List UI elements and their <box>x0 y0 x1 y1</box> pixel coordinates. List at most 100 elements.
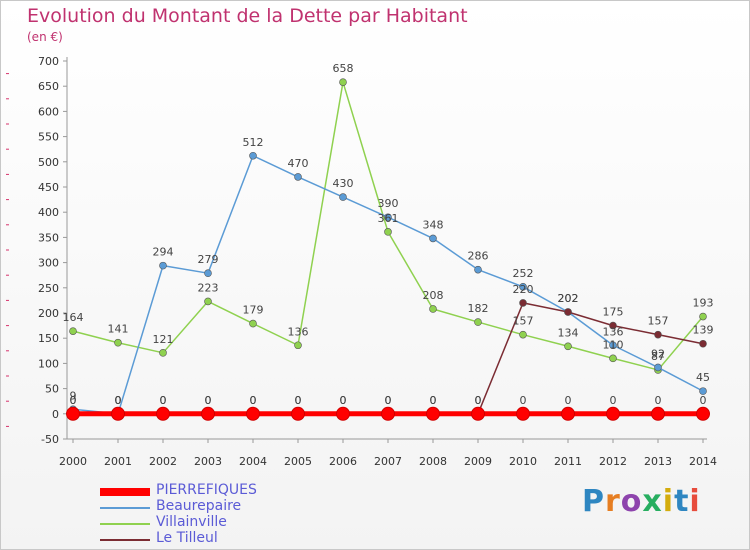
data-point <box>204 269 212 277</box>
data-label: 0 <box>160 394 167 407</box>
data-label: 0 <box>115 394 122 407</box>
data-label: 0 <box>205 394 212 407</box>
data-label: 0 <box>340 394 347 407</box>
data-label: 136 <box>603 325 624 338</box>
data-label: 0 <box>70 394 77 407</box>
data-point <box>381 406 395 421</box>
data-label: 157 <box>648 315 669 328</box>
legend-label: Beaurepaire <box>156 498 242 514</box>
data-label: 0 <box>700 394 707 407</box>
axes: -500501001502002503003504004505005506006… <box>6 55 717 468</box>
data-point <box>249 319 257 328</box>
data-point <box>66 406 80 421</box>
x-tick-label: 2001 <box>104 455 132 468</box>
data-label: 0 <box>385 394 392 407</box>
legend-swatch <box>100 523 150 525</box>
data-label: 121 <box>153 333 174 346</box>
data-point <box>249 151 257 160</box>
data-point <box>294 173 302 181</box>
data-point <box>651 406 665 421</box>
data-label: 430 <box>333 177 354 190</box>
data-label: 470 <box>288 157 309 170</box>
data-label: 164 <box>63 311 84 324</box>
data-point <box>564 308 572 316</box>
data-label: 0 <box>565 394 572 407</box>
data-point <box>294 341 302 350</box>
data-label: 87 <box>651 350 665 363</box>
proxiti-logo: Proxiti <box>582 484 701 519</box>
data-point <box>384 228 392 236</box>
data-label: 0 <box>430 394 437 407</box>
data-label: 182 <box>468 302 489 315</box>
x-tick-label: 2004 <box>239 455 267 468</box>
data-label: 0 <box>430 394 437 407</box>
data-label: 0 <box>475 394 482 407</box>
legend-label: Le Tilleul <box>156 530 218 546</box>
x-tick-label: 2012 <box>599 455 627 468</box>
data-label: 279 <box>198 253 219 266</box>
x-tick-label: 2013 <box>644 455 672 468</box>
x-tick-label: 2007 <box>374 455 402 468</box>
y-tick-label: 700 <box>38 55 59 68</box>
x-tick-label: 2009 <box>464 455 492 468</box>
data-label: 136 <box>288 325 309 338</box>
data-point <box>429 305 437 313</box>
data-label: 9 <box>70 389 77 402</box>
x-tick-label: 2014 <box>689 455 717 468</box>
data-label: 390 <box>378 197 399 210</box>
data-label: 179 <box>243 304 264 317</box>
logo-letter: i <box>689 484 701 519</box>
data-label: 134 <box>558 326 579 339</box>
data-label: 252 <box>513 267 534 280</box>
data-label: 202 <box>558 292 579 305</box>
legend-swatch <box>100 507 150 509</box>
y-tick-label: 350 <box>38 231 59 244</box>
data-point <box>609 321 617 330</box>
data-point <box>426 406 440 421</box>
logo-letter: P <box>582 484 605 519</box>
data-point <box>159 261 167 270</box>
data-label: 220 <box>513 283 534 296</box>
y-tick-label: 450 <box>38 181 59 194</box>
x-tick-label: 2010 <box>509 455 537 468</box>
data-point <box>156 406 170 421</box>
series-pierrefiques <box>66 406 710 421</box>
data-label: 0 <box>610 394 617 407</box>
data-label: 157 <box>513 315 534 328</box>
y-tick-label: 650 <box>38 80 59 93</box>
data-point <box>474 318 482 326</box>
series-line <box>72 155 704 415</box>
logo-letter: o <box>620 484 643 519</box>
data-label: 0 <box>520 394 527 407</box>
data-label: 92 <box>651 347 665 360</box>
data-label: 0 <box>115 394 122 407</box>
data-point <box>609 354 617 363</box>
data-label: 45 <box>696 371 710 384</box>
data-label: 0 <box>385 394 392 407</box>
data-label: 141 <box>108 323 129 336</box>
data-label: 361 <box>378 212 399 225</box>
legend-label: PIERREFIQUES <box>156 482 257 498</box>
data-point <box>114 338 122 347</box>
data-point <box>339 193 347 201</box>
logo-letter: x <box>642 484 663 519</box>
data-point <box>111 406 125 421</box>
chart-title: Evolution du Montant de la Dette par Hab… <box>27 5 468 27</box>
legend-swatch <box>100 539 150 541</box>
data-label: 0 <box>475 394 482 407</box>
data-point <box>654 363 662 372</box>
data-point <box>654 330 662 339</box>
logo-letter: r <box>605 484 621 519</box>
data-point <box>696 406 710 421</box>
y-tick-label: 200 <box>38 307 59 320</box>
y-tick-label: 50 <box>45 383 59 396</box>
data-label: 0 <box>295 394 302 407</box>
data-label: 0 <box>250 394 257 407</box>
data-label: 0 <box>160 394 167 407</box>
data-point <box>699 312 707 321</box>
data-point <box>609 341 617 350</box>
data-label: 202 <box>558 292 579 305</box>
data-label: 512 <box>243 136 264 149</box>
x-tick-label: 2003 <box>194 455 222 468</box>
